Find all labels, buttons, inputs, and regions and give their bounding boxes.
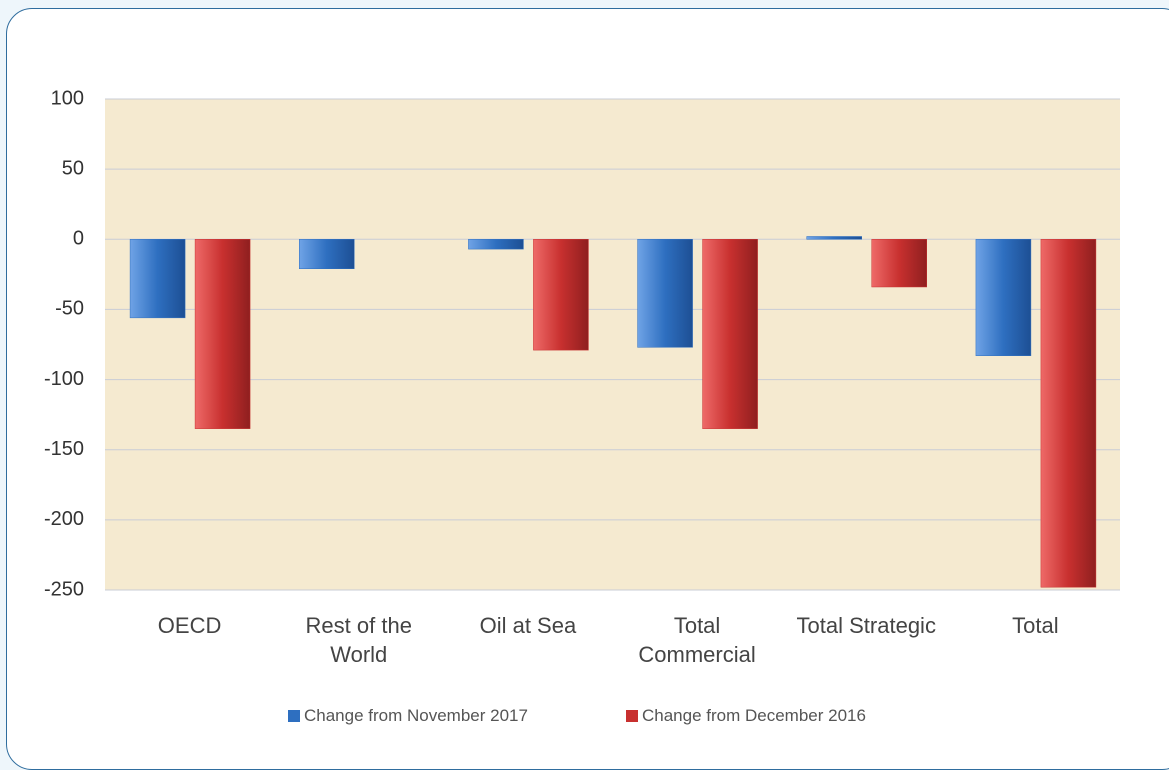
plot-area — [105, 99, 1120, 590]
bar — [194, 239, 251, 429]
x-tick-label: Total Commercial — [638, 613, 756, 667]
legend-label: Change from November 2017 — [304, 706, 528, 725]
legend-swatch — [288, 710, 300, 722]
bar — [702, 239, 758, 429]
bar — [299, 239, 355, 269]
chart-svg: -250 -200 -150 -100 -50 0 50 100 — [44, 87, 1120, 600]
bar — [468, 239, 524, 250]
chart: -250 -200 -150 -100 -50 0 50 100 OECD Rest of th… — [44, 87, 1120, 726]
y-tick-label: -50 — [55, 298, 84, 320]
legend-swatch — [626, 710, 638, 722]
y-tick-label: -250 — [44, 578, 84, 600]
bar — [871, 239, 927, 288]
y-tick-label: 0 — [73, 228, 84, 250]
bar — [637, 239, 693, 348]
bar — [1040, 239, 1097, 588]
legend-item: Change from November 2017 — [288, 706, 528, 726]
legend-item: Change from December 2016 — [626, 706, 866, 726]
bar — [975, 239, 1032, 356]
x-tick-label: Rest of the World — [305, 613, 412, 667]
bar — [533, 239, 589, 351]
y-tick-label: 100 — [51, 87, 84, 109]
y-tick-label: -200 — [44, 508, 84, 530]
y-tick-label: -150 — [44, 438, 84, 460]
y-tick-label: -100 — [44, 368, 84, 390]
bar — [806, 236, 862, 240]
bar — [129, 239, 186, 319]
x-tick-label: Total — [1012, 613, 1059, 638]
x-tick-label: OECD — [157, 613, 222, 638]
legend-label: Change from December 2016 — [642, 706, 866, 725]
y-tick-label: 50 — [62, 157, 84, 179]
x-tick-label: Total Strategic — [796, 613, 936, 638]
x-tick-label: Oil at Sea — [479, 613, 577, 638]
